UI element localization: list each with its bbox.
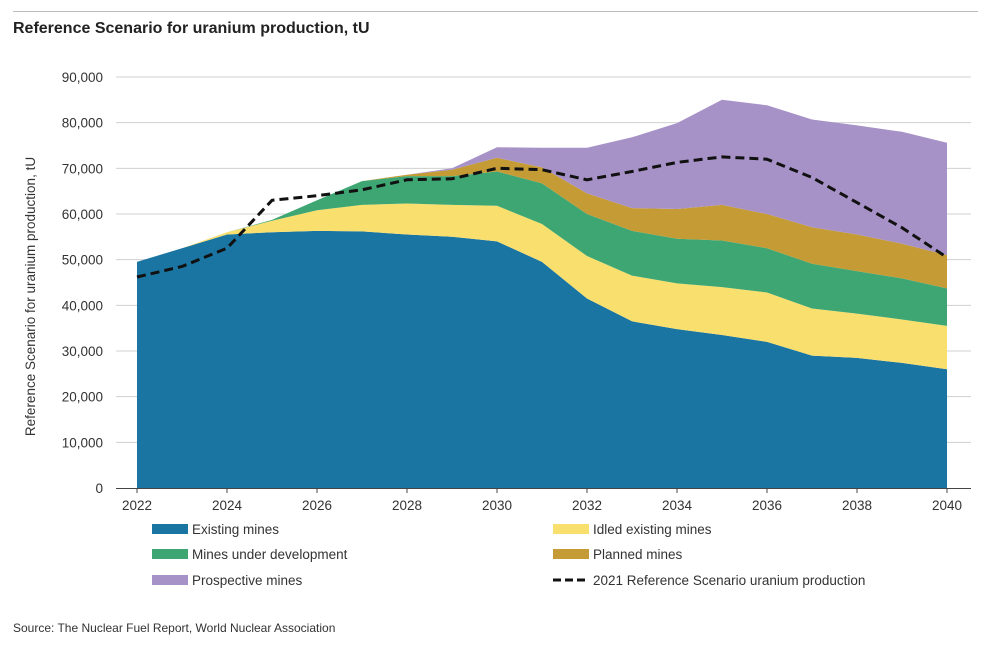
reference-line-layer — [136, 155, 948, 279]
x-tick-label: 2030 — [482, 498, 512, 513]
chart-title: Reference Scenario for uranium productio… — [13, 20, 370, 37]
area-existing-mines — [137, 230, 947, 488]
stacked-areas — [137, 99, 947, 488]
x-tick-label: 2036 — [752, 498, 782, 513]
legend-label-mines-under-development: Mines under development — [192, 547, 348, 562]
x-tick-label: 2034 — [662, 498, 693, 513]
y-tick-label: 10,000 — [62, 435, 103, 450]
x-tick-label: 2028 — [392, 498, 422, 513]
area-idled-existing-mines — [137, 203, 947, 370]
area-mines-under-development — [137, 171, 947, 326]
area-planned-mines — [137, 157, 947, 289]
chart: 0 10,000 20,000 30,000 40,000 50,000 60,000 70,… — [23, 70, 971, 588]
y-tick-label: 80,000 — [62, 116, 103, 131]
y-tick-label: 60,000 — [62, 207, 103, 222]
y-tick-label: 0 — [95, 481, 103, 496]
legend-swatch-idled-existing-mines — [553, 524, 589, 534]
y-tick-label: 50,000 — [62, 253, 103, 268]
y-tick-label: 90,000 — [62, 70, 103, 85]
x-tick-label: 2024 — [212, 498, 243, 513]
axes: 0 10,000 20,000 30,000 40,000 50,000 60,000 70,… — [23, 70, 971, 513]
legend-label-existing-mines: Existing mines — [192, 522, 279, 537]
x-tick-label: 2038 — [842, 498, 872, 513]
x-tick-label: 2026 — [302, 498, 332, 513]
y-tick-label: 20,000 — [62, 390, 103, 405]
x-tick-label: 2040 — [932, 498, 962, 513]
legend-label-planned-mines: Planned mines — [593, 547, 683, 562]
legend-label-prospective-mines: Prospective mines — [192, 573, 303, 588]
source-note: Source: The Nuclear Fuel Report, World N… — [13, 621, 336, 635]
legend-label-2021-reference-scenario-uranium-production: 2021 Reference Scenario uranium producti… — [593, 573, 865, 588]
y-axis-title: Reference Scenario for uranium productio… — [23, 157, 38, 436]
y-tick-label: 40,000 — [62, 298, 103, 313]
top-divider — [13, 11, 978, 12]
legend: Existing mines Idled existing mines Mines … — [152, 522, 865, 588]
x-tick-label: 2032 — [572, 498, 602, 513]
legend-swatch-prospective-mines — [152, 575, 188, 585]
legend-swatch-existing-mines — [152, 524, 188, 534]
legend-swatch-planned-mines — [553, 549, 589, 559]
y-tick-label: 30,000 — [62, 344, 103, 359]
legend-swatch-mines-under-development — [152, 549, 188, 559]
legend-label-idled-existing-mines: Idled existing mines — [593, 522, 712, 537]
x-tick-label: 2022 — [122, 498, 152, 513]
y-tick-label: 70,000 — [62, 161, 103, 176]
reference-line — [136, 155, 948, 279]
area-prospective-mines — [137, 99, 947, 262]
